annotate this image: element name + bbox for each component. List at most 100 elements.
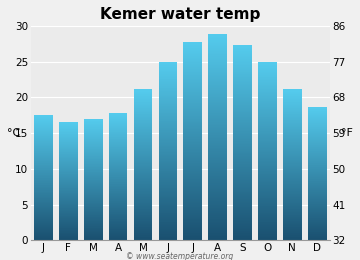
Bar (184, 95, 202, 96)
Bar (34, 219, 53, 220)
Bar (134, 134, 152, 135)
Bar (134, 229, 152, 230)
Bar (208, 122, 227, 124)
Bar (109, 198, 127, 199)
Bar (308, 151, 327, 152)
Bar (158, 179, 177, 180)
Bar (84, 164, 103, 165)
Bar (308, 121, 327, 122)
Bar (233, 57, 252, 58)
Bar (184, 71, 202, 72)
Bar (308, 163, 327, 164)
Bar (258, 175, 277, 176)
Bar (34, 235, 53, 236)
Bar (184, 59, 202, 60)
Bar (158, 99, 177, 100)
Bar (84, 163, 103, 164)
Bar (158, 181, 177, 182)
Bar (308, 232, 327, 233)
Bar (158, 191, 177, 192)
Bar (208, 136, 227, 137)
Bar (184, 195, 202, 196)
Bar (258, 173, 277, 174)
Bar (208, 208, 227, 209)
Bar (208, 121, 227, 122)
Bar (134, 226, 152, 227)
Bar (208, 214, 227, 216)
Bar (158, 112, 177, 113)
Bar (84, 145, 103, 146)
Bar (184, 121, 202, 122)
Bar (258, 114, 277, 115)
Bar (283, 160, 302, 161)
Bar (109, 163, 127, 164)
Bar (59, 234, 78, 235)
Bar (109, 121, 127, 122)
Bar (59, 136, 78, 137)
Bar (308, 167, 327, 168)
Bar (109, 178, 127, 179)
Bar (84, 184, 103, 185)
Bar (134, 130, 152, 131)
Bar (134, 194, 152, 195)
Bar (258, 169, 277, 170)
Bar (109, 208, 127, 209)
Bar (158, 206, 177, 207)
Bar (158, 229, 177, 230)
Bar (34, 211, 53, 212)
Bar (184, 209, 202, 210)
Bar (34, 231, 53, 232)
Bar (84, 199, 103, 200)
Bar (208, 172, 227, 173)
Bar (283, 148, 302, 149)
Bar (233, 67, 252, 68)
Bar (158, 115, 177, 116)
Bar (34, 116, 53, 117)
Bar (283, 237, 302, 238)
Bar (134, 154, 152, 155)
Bar (208, 70, 227, 71)
Bar (308, 108, 327, 109)
Bar (134, 124, 152, 125)
Bar (158, 100, 177, 101)
Bar (233, 98, 252, 99)
Bar (59, 216, 78, 217)
Bar (283, 90, 302, 91)
Bar (208, 66, 227, 67)
Bar (308, 120, 327, 121)
Bar (258, 205, 277, 206)
Bar (258, 174, 277, 175)
Bar (34, 125, 53, 126)
Bar (184, 63, 202, 64)
Bar (233, 192, 252, 193)
Bar (208, 75, 227, 76)
Bar (59, 154, 78, 155)
Bar (308, 171, 327, 172)
Bar (34, 227, 53, 228)
Bar (208, 238, 227, 239)
Bar (134, 139, 152, 140)
Bar (233, 58, 252, 59)
Bar (308, 119, 327, 120)
Bar (233, 179, 252, 180)
Bar (233, 115, 252, 116)
Bar (34, 123, 53, 124)
Bar (184, 64, 202, 65)
Bar (184, 156, 202, 157)
Bar (258, 226, 277, 227)
Bar (184, 132, 202, 133)
Bar (308, 199, 327, 200)
Bar (308, 141, 327, 142)
Bar (308, 219, 327, 220)
Bar (258, 229, 277, 230)
Bar (134, 135, 152, 136)
Bar (283, 155, 302, 156)
Bar (258, 69, 277, 70)
Bar (59, 198, 78, 199)
Bar (184, 109, 202, 110)
Bar (84, 213, 103, 214)
Bar (184, 77, 202, 78)
Bar (34, 194, 53, 195)
Bar (84, 215, 103, 216)
Bar (59, 149, 78, 150)
